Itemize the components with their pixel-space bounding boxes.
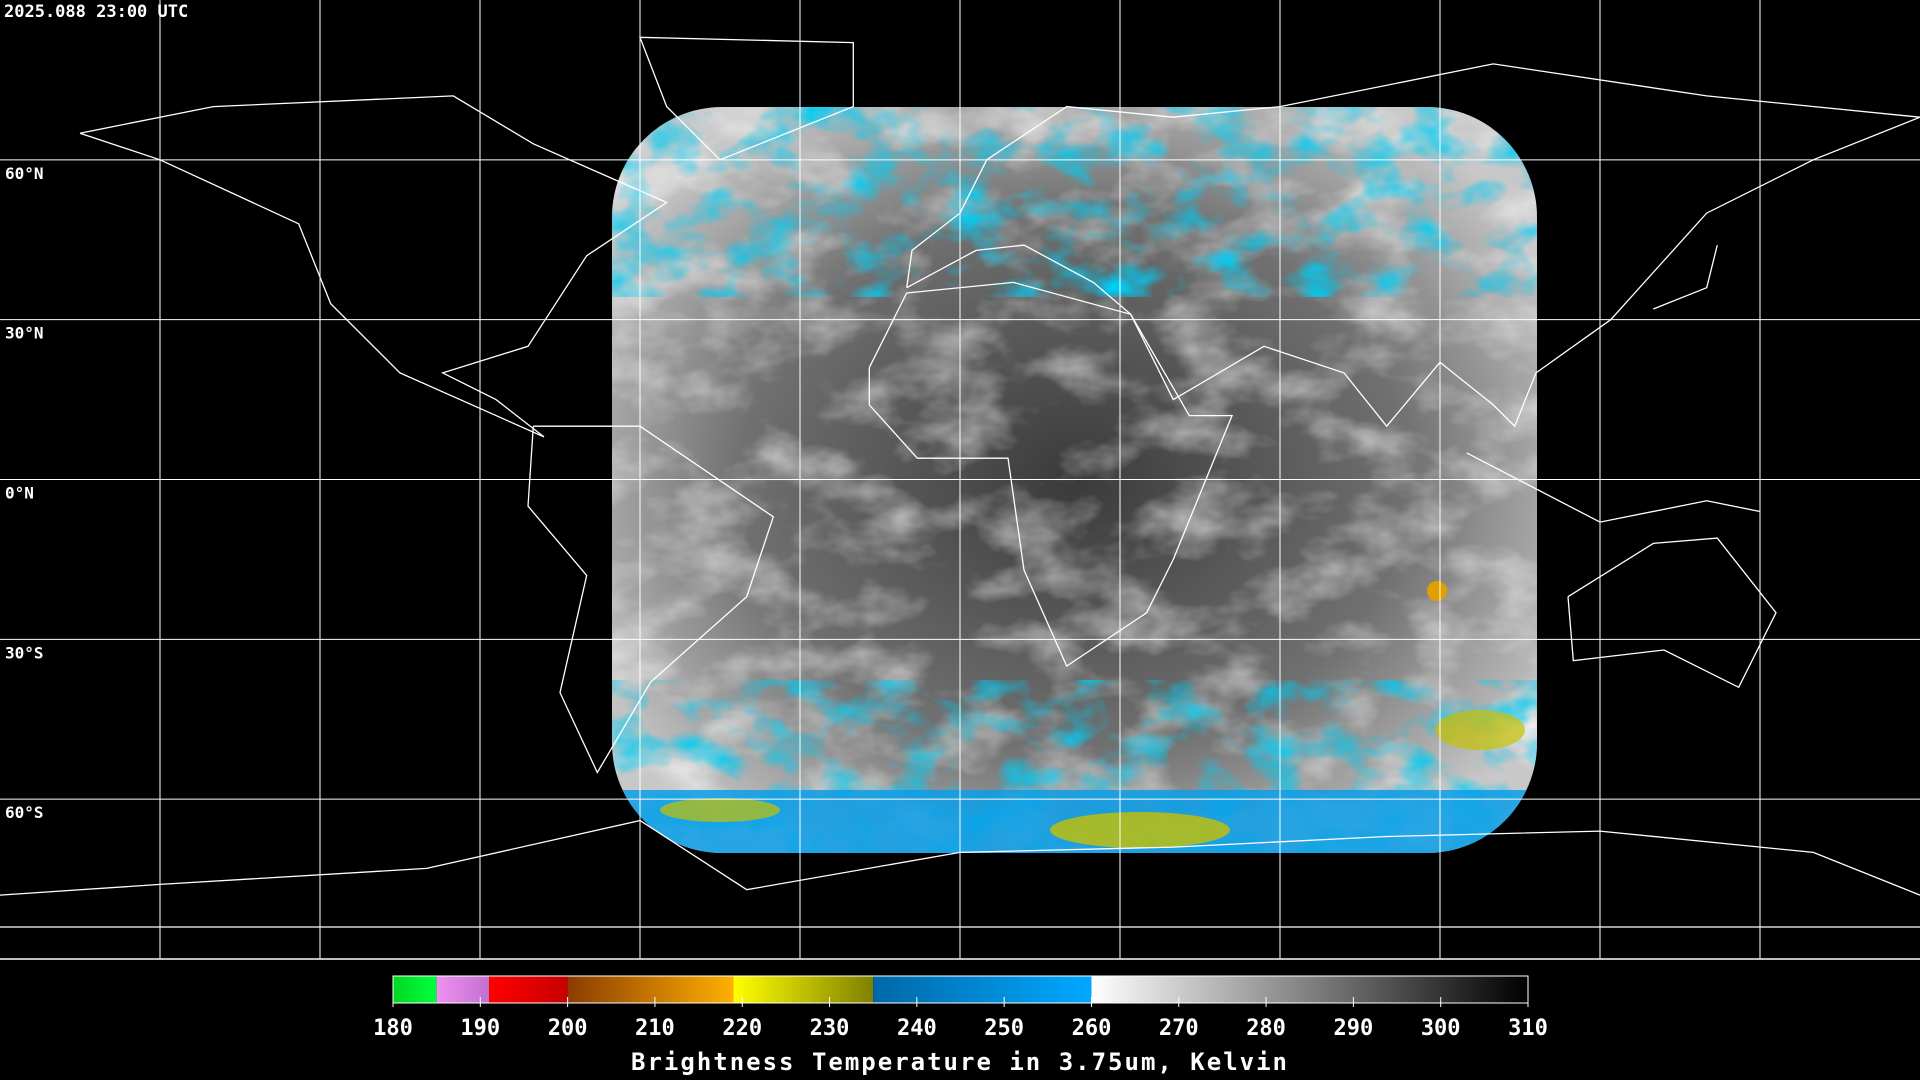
colorbar-tick-label: 240 xyxy=(897,1016,937,1041)
colorbar-tick-label: 220 xyxy=(722,1016,762,1041)
colorbar-segment xyxy=(489,976,568,1003)
colorbar-tick-label: 280 xyxy=(1246,1016,1286,1041)
colorbar-segment xyxy=(436,976,490,1003)
colorbar-tick-label: 310 xyxy=(1508,1016,1548,1041)
coastline xyxy=(868,281,1233,667)
colorbar-tick-label: 260 xyxy=(1072,1016,1112,1041)
coastline xyxy=(1567,537,1777,689)
colorbar-tick-label: 300 xyxy=(1421,1016,1461,1041)
colorbar: 180 190 200 210 220 230 240 250 260 270 280 290 300 3… xyxy=(373,975,1548,1041)
colorbar-segment xyxy=(873,976,1092,1003)
colorbar-frame xyxy=(392,975,1529,1004)
coastline xyxy=(906,63,1920,428)
latitude-label: 0°N xyxy=(5,484,34,503)
coastline xyxy=(1466,452,1761,523)
graticule: 60°N 30°N 0°N 30°S 60°S xyxy=(0,0,1920,959)
colorbar-tick-label: 190 xyxy=(460,1016,500,1041)
coastline xyxy=(527,425,775,774)
colorbar-segment xyxy=(393,976,437,1003)
latitude-label: 30°S xyxy=(5,643,44,662)
colorbar-tick-label: 230 xyxy=(810,1016,850,1041)
colorbar-tick-label: 210 xyxy=(635,1016,675,1041)
colorbar-tick-label: 270 xyxy=(1159,1016,1199,1041)
colorbar-segment xyxy=(733,976,874,1003)
colorbar-segment xyxy=(1091,976,1528,1003)
colorbar-segment xyxy=(567,976,734,1003)
colorbar-tick-label: 180 xyxy=(373,1016,413,1041)
latitude-label: 60°N xyxy=(5,164,44,183)
latitude-label: 30°N xyxy=(5,324,44,343)
latitude-label: 60°S xyxy=(5,803,44,822)
colorbar-tick-label: 250 xyxy=(984,1016,1024,1041)
coastline xyxy=(1653,244,1718,310)
colorbar-tick-label: 200 xyxy=(548,1016,588,1041)
colorbar-tick-label: 290 xyxy=(1334,1016,1374,1041)
timestamp: 2025.088 23:00 UTC xyxy=(4,2,188,22)
colorbar-label: Brightness Temperature in 3.75um, Kelvin xyxy=(631,1048,1289,1076)
coastline xyxy=(639,36,854,161)
